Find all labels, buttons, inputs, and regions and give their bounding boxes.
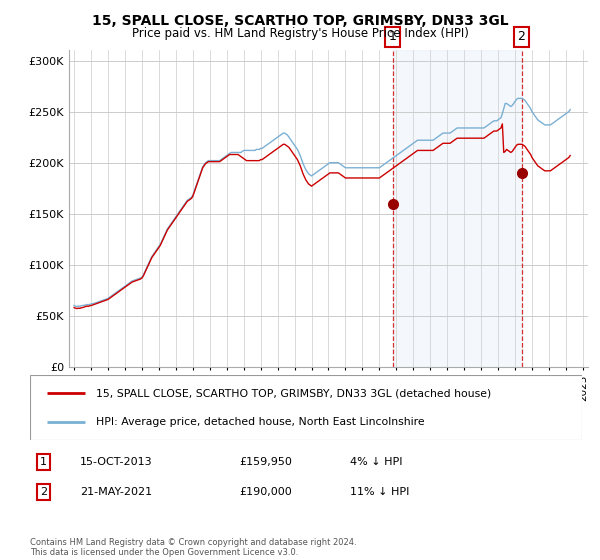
Text: 21-MAY-2021: 21-MAY-2021 bbox=[80, 487, 152, 497]
Text: 15, SPALL CLOSE, SCARTHO TOP, GRIMSBY, DN33 3GL: 15, SPALL CLOSE, SCARTHO TOP, GRIMSBY, D… bbox=[92, 14, 508, 28]
Text: Contains HM Land Registry data © Crown copyright and database right 2024.
This d: Contains HM Land Registry data © Crown c… bbox=[30, 538, 356, 557]
Text: £190,000: £190,000 bbox=[240, 487, 293, 497]
Text: 4% ↓ HPI: 4% ↓ HPI bbox=[350, 457, 403, 467]
Text: 2: 2 bbox=[40, 487, 47, 497]
Text: HPI: Average price, detached house, North East Lincolnshire: HPI: Average price, detached house, Nort… bbox=[96, 417, 425, 427]
Text: 1: 1 bbox=[40, 457, 47, 467]
Text: 15-OCT-2013: 15-OCT-2013 bbox=[80, 457, 152, 467]
Text: 2: 2 bbox=[518, 30, 526, 44]
Text: 15, SPALL CLOSE, SCARTHO TOP, GRIMSBY, DN33 3GL (detached house): 15, SPALL CLOSE, SCARTHO TOP, GRIMSBY, D… bbox=[96, 388, 491, 398]
Text: £159,950: £159,950 bbox=[240, 457, 293, 467]
Text: 1: 1 bbox=[389, 30, 397, 44]
FancyBboxPatch shape bbox=[30, 375, 582, 440]
Text: 11% ↓ HPI: 11% ↓ HPI bbox=[350, 487, 410, 497]
Text: Price paid vs. HM Land Registry's House Price Index (HPI): Price paid vs. HM Land Registry's House … bbox=[131, 27, 469, 40]
Bar bbox=[393, 50, 521, 367]
